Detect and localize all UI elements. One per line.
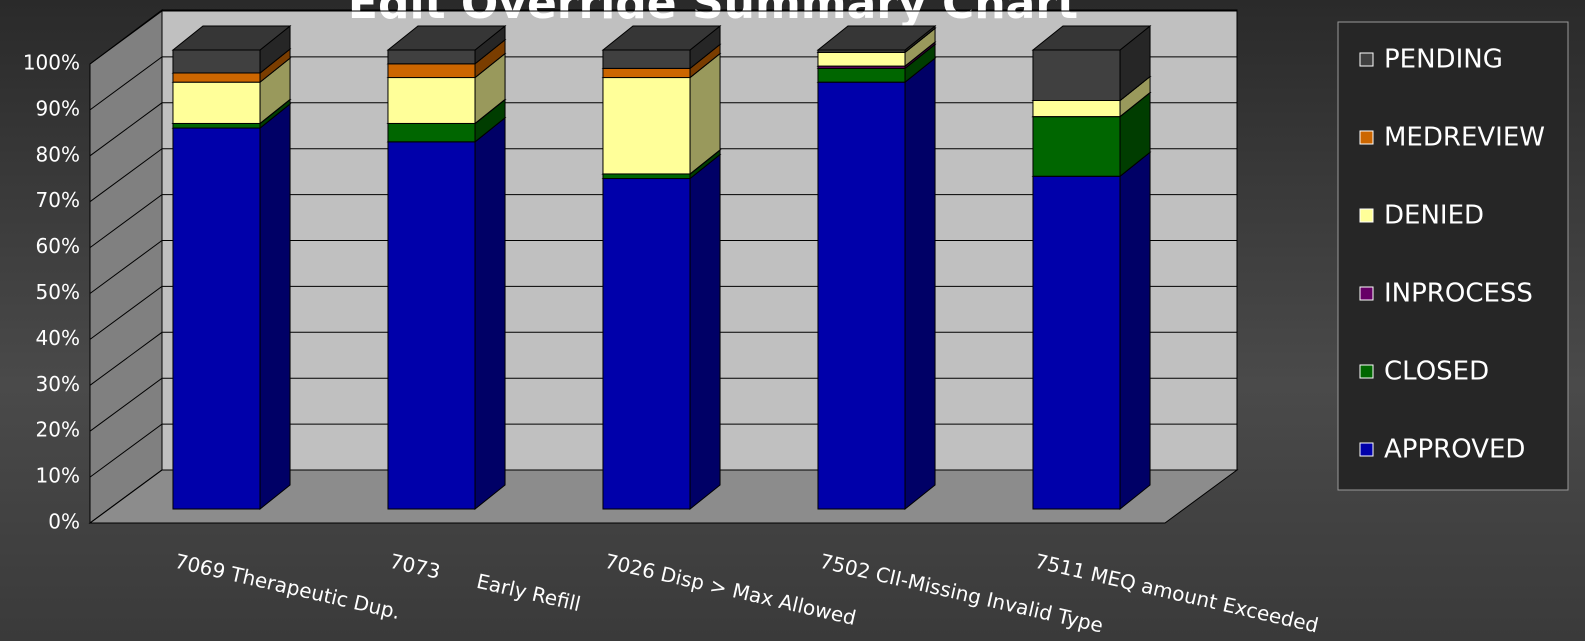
bar-front: [602, 178, 691, 510]
bar-front: [817, 81, 906, 510]
bar-front: [1032, 175, 1121, 510]
legend-label: INPROCESS: [1384, 279, 1533, 309]
bar-front: [602, 49, 691, 69]
bar-side: [689, 153, 721, 511]
bar-front: [387, 77, 476, 124]
bar-segment: [386, 116, 507, 511]
bar-top: [601, 25, 722, 51]
bar-front: [602, 77, 691, 175]
bar-front: [387, 49, 476, 65]
bar-side: [259, 102, 291, 511]
y-tick-label: 90%: [36, 96, 80, 120]
bar-side: [1119, 151, 1151, 511]
legend-swatch: [1359, 364, 1374, 379]
bar-side: [904, 57, 936, 511]
bar-front: [387, 63, 476, 79]
bar-front: [1032, 49, 1121, 101]
bar-segment: [601, 24, 722, 70]
legend-swatch: [1359, 442, 1374, 457]
bar-front: [817, 51, 906, 67]
grid-line: [89, 10, 1237, 65]
y-tick-label: 70%: [36, 188, 80, 212]
legend-label: PENDING: [1384, 45, 1503, 75]
legend-swatch: [1359, 130, 1374, 145]
bar-top: [1031, 25, 1152, 51]
y-tick-label: 10%: [36, 464, 80, 488]
y-tick-label: 80%: [36, 142, 80, 166]
bar-segment: [601, 153, 722, 511]
bar-segment: [1031, 24, 1152, 102]
bar-front: [387, 141, 476, 510]
bar-front: [1032, 116, 1121, 177]
bar-segment: [816, 57, 937, 511]
bar-front: [172, 72, 261, 83]
y-tick-label: 100%: [23, 51, 80, 75]
bar-segment: [171, 102, 292, 511]
bar-segment: [816, 24, 937, 54]
bar-top: [171, 25, 292, 51]
y-tick-label: 0%: [48, 510, 80, 534]
bar-front: [387, 122, 476, 143]
legend-label: DENIED: [1384, 201, 1484, 231]
bar-top: [816, 25, 937, 51]
bar-front: [1032, 99, 1121, 118]
bar-side: [474, 116, 506, 511]
bar-top: [386, 25, 507, 51]
y-tick-label: 40%: [36, 326, 80, 350]
legend-label: APPROVED: [1384, 435, 1525, 465]
bar-front: [172, 122, 261, 129]
bar-segment: [1031, 151, 1152, 511]
bar-front: [172, 127, 261, 510]
bar-front: [602, 67, 691, 79]
legend-swatch: [1359, 52, 1374, 67]
legend: [1337, 21, 1569, 491]
y-tick-label: 30%: [36, 372, 80, 396]
bar-front: [172, 49, 261, 74]
bar-segment: [386, 24, 507, 65]
y-tick-label: 60%: [36, 234, 80, 258]
bar-segment: [171, 24, 292, 74]
legend-swatch: [1359, 286, 1374, 301]
y-tick-label: 50%: [36, 280, 80, 304]
bar-front: [602, 173, 691, 180]
y-tick-label: 20%: [36, 418, 80, 442]
legend-swatch: [1359, 208, 1374, 223]
bar-front: [817, 67, 906, 83]
legend-label: MEDREVIEW: [1384, 123, 1545, 153]
chart-title: Edit Override Summary Chart: [348, 0, 1078, 29]
bar-front: [172, 81, 261, 124]
legend-label: CLOSED: [1384, 357, 1489, 387]
